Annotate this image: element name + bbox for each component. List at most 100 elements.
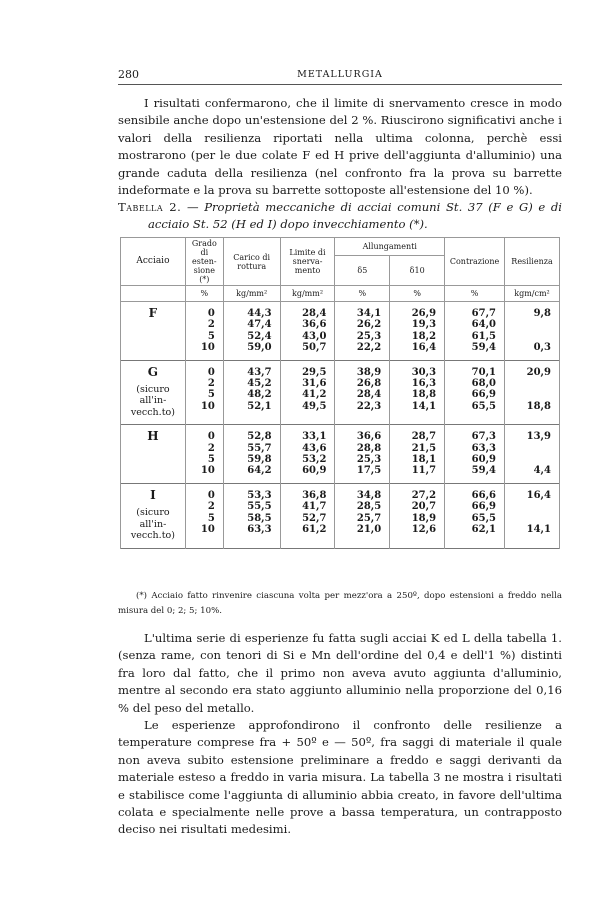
- table-value: 60,9: [302, 465, 327, 477]
- table-value: 2: [207, 319, 215, 331]
- header-resilienza: Resilienza: [504, 237, 560, 286]
- value-column-cell: 33,1 43,6 53,2 60,9: [279, 424, 336, 484]
- paragraph-1: I risultati confermarono, che il limite …: [118, 96, 562, 198]
- table-value: 50,7: [302, 342, 327, 354]
- value-column-cell: 34,8 28,5 25,7 21,0: [334, 482, 391, 548]
- table-row-steel-H: H 0 2 5 10 52,8 55,7 59,8 64,2 33,1 43,6 53,2 60,9 36…: [120, 424, 560, 484]
- steel-cell: H: [120, 424, 186, 484]
- table-value: 53,3: [247, 489, 272, 501]
- table-value: 28,4: [302, 308, 327, 319]
- header-acciaio: Acciaio: [120, 237, 186, 286]
- unit-cell: %: [389, 285, 446, 302]
- table-value: 65,5: [471, 512, 497, 524]
- value-column-cell: 13,9 4,4: [504, 424, 560, 484]
- value-column-cell: 36,8 41,7 52,7 61,2: [279, 482, 336, 548]
- table-value: 43,6: [302, 442, 327, 454]
- table-value: 20,7: [411, 501, 437, 513]
- value-column-cell: 20,9 18,8: [504, 359, 560, 425]
- table-value: 66,6: [471, 489, 497, 501]
- table-value: 21,5: [411, 442, 437, 454]
- value-column-cell: 70,1 68,0 66,9 65,5: [444, 359, 506, 425]
- table-value: 70,1: [471, 366, 497, 378]
- table-value: 43,7: [247, 366, 272, 378]
- table-value: 12,6: [411, 524, 437, 536]
- table-value: 0: [207, 366, 215, 378]
- table-value: 52,4: [247, 330, 272, 342]
- table-value: 44,3: [247, 308, 272, 319]
- table-value: 19,3: [411, 319, 437, 331]
- table-value: 47,4: [247, 319, 272, 331]
- table-value: 0,3: [533, 342, 551, 354]
- table-value: 16,4: [526, 489, 551, 501]
- table-row-steel-G: G (sicuro all'in-vecch.to) 0 2 5 10 43,7 45,2 48…: [120, 359, 560, 425]
- table-value: 22,3: [356, 400, 382, 412]
- table-value: 67,3: [471, 431, 497, 443]
- table-value: 18,9: [411, 512, 437, 524]
- value-column-cell: 66,6 66,9 65,5 62,1: [444, 482, 506, 548]
- table-value: [507, 513, 551, 524]
- table-value: 25,3: [356, 454, 382, 466]
- value-column-cell: 28,4 36,6 43,0 50,7: [279, 301, 336, 361]
- steel-name: G: [147, 364, 159, 379]
- steel-cell: G (sicuro all'in-vecch.to): [120, 359, 186, 425]
- header-delta5: δ5: [334, 254, 391, 287]
- table-footnote: (*) Acciaio fatto rinvenire ciascuna vol…: [118, 591, 562, 616]
- value-column-cell: 52,8 55,7 59,8 64,2: [222, 424, 281, 484]
- table-value: 21,0: [356, 524, 382, 536]
- table-value: 22,2: [356, 342, 382, 354]
- table-value: 2: [207, 501, 215, 513]
- table-value: 27,2: [411, 489, 437, 501]
- value-column-cell: 16,4 14,1: [504, 482, 560, 548]
- table-value: 2: [207, 442, 215, 454]
- table-caption: Tabella 2. — Proprietà meccaniche di acc…: [118, 199, 562, 233]
- value-column-cell: 30,3 16,3 18,8 14,1: [389, 359, 446, 425]
- table-value: 10: [200, 524, 215, 536]
- value-column-cell: 0 2 5 10: [184, 482, 224, 548]
- table-value: [507, 443, 551, 454]
- table-value: 14,1: [411, 400, 437, 412]
- table-value: 55,7: [247, 442, 272, 454]
- steel-note: (sicuro all'in-vecch.to): [130, 507, 175, 542]
- table-value: 26,8: [356, 378, 382, 390]
- value-column-cell: 67,7 64,0 61,5 59,4: [444, 301, 506, 361]
- table-value: 55,5: [247, 501, 272, 513]
- table-value: 0: [207, 431, 215, 443]
- table-row-steel-F: F 0 2 5 10 44,3 47,4 52,4 59,0 28,4 36,6 43,0 50,7 34…: [120, 301, 560, 361]
- table-value: 60,9: [471, 454, 497, 466]
- steel-cell: F: [120, 301, 186, 361]
- steel-name: H: [147, 429, 159, 444]
- table-value: 2: [207, 378, 215, 390]
- table-value: 28,4: [356, 389, 382, 401]
- table-row-steel-I: I (sicuro all'in-vecch.to) 0 2 5 10 53,3 55,5 58…: [120, 482, 560, 548]
- mechanical-properties-table: Acciaio Grado di esten-sione (*) Carico …: [120, 237, 560, 549]
- table-value: 26,9: [411, 308, 437, 319]
- table-value: [507, 501, 551, 512]
- table-value: 5: [207, 454, 215, 466]
- table-value: 41,7: [302, 501, 327, 513]
- value-column-cell: 28,7 21,5 18,1 11,7: [389, 424, 446, 484]
- steel-name: F: [148, 306, 158, 320]
- table-value: 17,5: [356, 465, 382, 477]
- table-value: 36,6: [302, 319, 327, 331]
- table-value: 61,2: [302, 524, 327, 536]
- table-value: 61,5: [471, 330, 497, 342]
- table-value: 59,8: [247, 454, 272, 466]
- table-value: 62,1: [471, 524, 497, 536]
- table-value: 11,7: [411, 465, 437, 477]
- value-column-cell: 0 2 5 10: [184, 424, 224, 484]
- table-value: 64,0: [471, 319, 497, 331]
- table-value: 9,8: [533, 308, 551, 319]
- value-column-cell: 36,6 28,8 25,3 17,5: [334, 424, 391, 484]
- table-value: 52,8: [247, 431, 272, 443]
- table-value: 52,1: [247, 400, 272, 412]
- value-column-cell: 9,8 0,3: [504, 301, 560, 361]
- table-value: 5: [207, 512, 215, 524]
- table-value: 28,5: [356, 501, 382, 513]
- unit-cell: %: [184, 285, 224, 302]
- table-caption-text: — Proprietà meccaniche di acciai comuni …: [148, 200, 563, 231]
- paragraph-3: Le esperienze approfondirono il confront…: [118, 718, 562, 837]
- table-value: 18,1: [411, 454, 437, 466]
- value-column-cell: 0 2 5 10: [184, 359, 224, 425]
- page-number: 280: [118, 68, 139, 81]
- table-value: 28,8: [356, 442, 382, 454]
